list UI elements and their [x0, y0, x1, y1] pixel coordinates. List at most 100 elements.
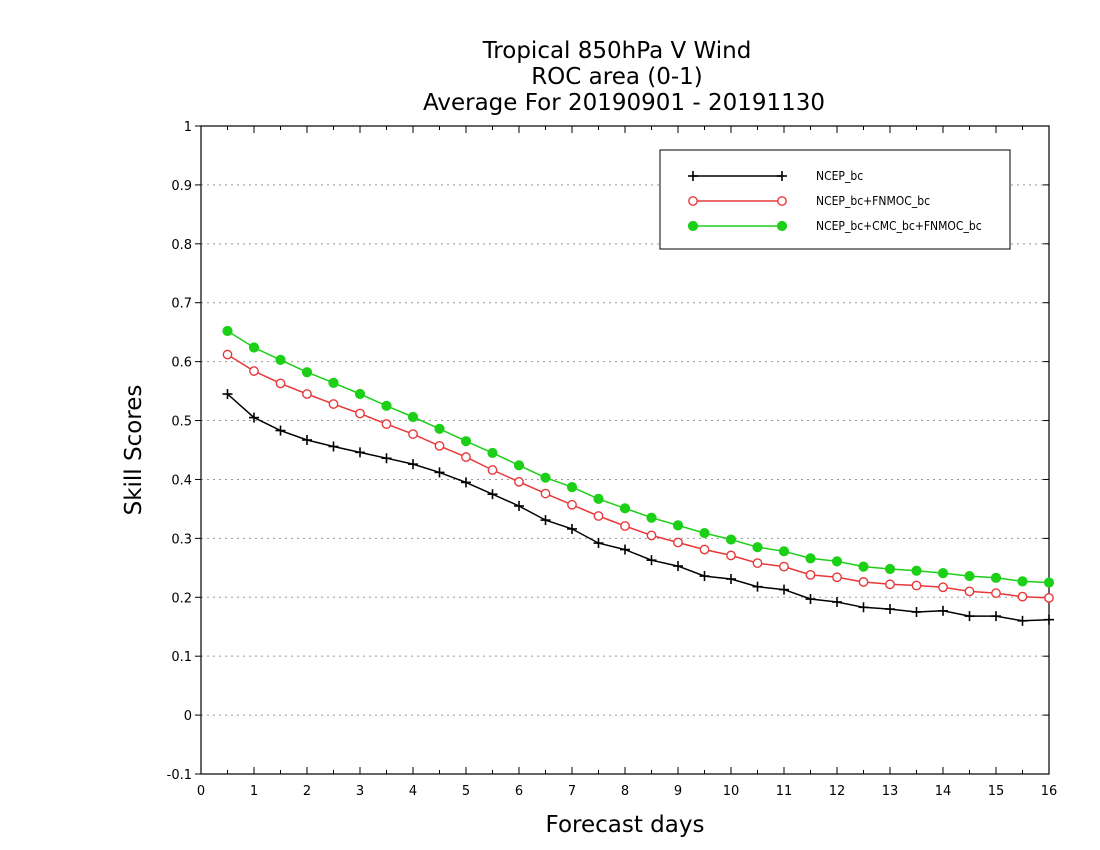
- data-point: [354, 388, 366, 400]
- data-point: [620, 521, 630, 531]
- data-point: [752, 542, 763, 553]
- data-point: [858, 561, 869, 572]
- data-point: [302, 434, 312, 445]
- y-tick-label: 0.7: [171, 297, 192, 312]
- x-tick-label: 0: [197, 784, 205, 799]
- data-point: [805, 594, 816, 605]
- data-point: [805, 569, 816, 580]
- data-point: [434, 440, 445, 451]
- data-point: [885, 604, 895, 615]
- data-point: [1017, 591, 1028, 602]
- y-tick-label: 0.9: [171, 179, 192, 194]
- data-point: [831, 556, 843, 567]
- data-point: [328, 377, 339, 388]
- x-tick-label: 16: [1041, 784, 1058, 799]
- x-tick-label: 6: [515, 784, 523, 799]
- data-point: [778, 546, 790, 557]
- legend-item-2: NCEP_bc+CMC_bc+FNMOC_bc: [687, 219, 982, 233]
- series-0: [222, 389, 1054, 626]
- data-point: [381, 453, 392, 464]
- legend-item-1: NCEP_bc+FNMOC_bc: [688, 194, 930, 208]
- data-point: [858, 602, 869, 613]
- data-point: [381, 400, 392, 411]
- data-point: [990, 572, 1002, 583]
- y-tick-label: 0.1: [171, 650, 192, 665]
- data-point: [222, 389, 233, 400]
- legend-marker-start: [687, 220, 699, 232]
- chart-title-line-2: ROC area (0-1): [531, 64, 703, 90]
- legend-marker-end: [777, 196, 787, 206]
- data-point: [408, 459, 418, 470]
- data-point: [249, 412, 259, 423]
- data-point: [672, 520, 684, 531]
- axis-ticks: -0.100.10.20.30.40.50.60.70.80.910 1 2 3 4 5 6…: [167, 120, 1058, 799]
- data-point: [249, 366, 259, 376]
- data-point: [434, 467, 445, 478]
- data-point: [646, 555, 657, 566]
- gridlines: [201, 184, 1049, 716]
- legend-marker-end: [776, 220, 788, 232]
- data-point: [222, 325, 233, 337]
- y-tick-label: 1: [184, 120, 192, 135]
- data-point: [1017, 576, 1028, 587]
- data-point: [911, 580, 922, 591]
- data-point: [514, 500, 524, 511]
- data-point: [805, 553, 816, 564]
- data-point: [752, 581, 763, 592]
- data-point: [593, 493, 604, 504]
- legend-label: NCEP_bc+FNMOC_bc: [816, 194, 930, 208]
- data-point: [487, 447, 498, 459]
- data-point: [1017, 615, 1028, 626]
- legend-label: NCEP_bc: [816, 169, 863, 183]
- data-point: [567, 523, 577, 534]
- data-point: [938, 582, 948, 593]
- data-point: [301, 367, 313, 378]
- y-axis-title: Skill Scores: [121, 385, 147, 516]
- data-point: [646, 512, 657, 523]
- data-point: [752, 558, 763, 569]
- x-tick-label: 3: [356, 784, 364, 799]
- legend-marker-start: [688, 171, 698, 181]
- x-tick-label: 9: [674, 784, 682, 799]
- chart-title-line-1: Tropical 850hPa V Wind: [482, 38, 752, 64]
- x-tick-label: 10: [723, 784, 740, 799]
- data-point: [540, 472, 551, 483]
- data-point: [381, 419, 392, 429]
- data-point: [937, 568, 949, 579]
- y-tick-label: 0.3: [171, 532, 192, 547]
- data-point: [885, 579, 895, 590]
- data-point: [567, 499, 577, 510]
- y-tick-label: 0.4: [171, 473, 192, 488]
- data-point: [302, 389, 312, 399]
- legend-item-0: NCEP_bc: [688, 169, 863, 183]
- y-tick-label: 0.2: [171, 591, 192, 606]
- data-point: [699, 527, 710, 539]
- legend: NCEP_bc NCEP_bc+FNMOC_bc NCEP_bc+CMC_bc+FN…: [659, 149, 1011, 250]
- data-point: [884, 563, 896, 575]
- data-point: [355, 447, 365, 458]
- data-point: [275, 378, 286, 389]
- legend-label: NCEP_bc+CMC_bc+FNMOC_bc: [816, 219, 982, 233]
- y-tick-label: 0.5: [171, 415, 192, 430]
- x-tick-label: 5: [462, 784, 470, 799]
- data-point: [911, 607, 922, 617]
- x-tick-label: 13: [882, 784, 899, 799]
- x-tick-label: 11: [776, 784, 793, 799]
- legend-marker-end: [777, 171, 787, 181]
- x-tick-label: 4: [409, 784, 417, 799]
- x-tick-label: 15: [988, 784, 1005, 799]
- data-point: [726, 550, 736, 561]
- data-point: [275, 354, 286, 365]
- data-point: [593, 538, 604, 549]
- data-point: [832, 596, 842, 607]
- data-point: [407, 411, 419, 423]
- data-point: [566, 482, 578, 493]
- series-group: [222, 325, 1055, 626]
- x-tick-label: 14: [935, 784, 952, 799]
- data-point: [461, 452, 471, 462]
- data-point: [699, 571, 710, 582]
- data-point: [779, 584, 789, 595]
- series-line: [227, 330, 1050, 584]
- data-point: [275, 425, 286, 436]
